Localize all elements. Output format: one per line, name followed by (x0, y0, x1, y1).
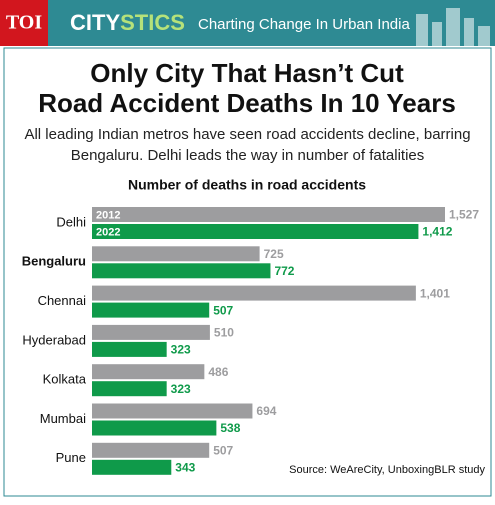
bar (92, 224, 419, 239)
bar (92, 324, 210, 340)
value-label: 486 (208, 365, 228, 379)
header-bar (0, 0, 495, 46)
bar (92, 442, 210, 458)
value-label: 510 (214, 326, 234, 340)
bar (92, 246, 260, 262)
category-label: Chennai (38, 293, 87, 308)
subtitle: All leading Indian metros have seen road… (24, 126, 471, 164)
value-label: 507 (213, 443, 233, 457)
value-label: 1,412 (422, 225, 452, 239)
logo-box (0, 0, 48, 46)
brand-b: STICS (120, 10, 185, 35)
bar (92, 420, 217, 436)
brand: CITYSTICS (70, 10, 185, 35)
bar (92, 263, 271, 279)
category-label: Pune (56, 450, 86, 465)
category-label: Mumbai (40, 411, 86, 426)
bar (92, 341, 167, 357)
bar (92, 207, 445, 222)
value-label: 725 (264, 247, 284, 261)
category-label: Delhi (56, 214, 86, 229)
category-label: Bengaluru (22, 254, 86, 269)
source: Source: WeAreCity, UnboxingBLR study (289, 464, 485, 476)
bar (92, 364, 205, 380)
title-line: Only City That Hasn’t Cut (90, 58, 404, 88)
value-label: 507 (213, 303, 233, 317)
value-label: 343 (175, 460, 195, 474)
bar (92, 459, 172, 475)
category-label: Hyderabad (22, 332, 86, 347)
subtitle-box: All leading Indian metros have seen road… (24, 126, 471, 164)
value-label: 1,527 (449, 208, 479, 222)
bar (92, 381, 167, 397)
category-label: Kolkata (43, 372, 87, 387)
bar (92, 285, 416, 301)
frame (3, 47, 492, 497)
tagline: Charting Change In Urban India (198, 16, 410, 33)
legend-label: 2012 (96, 209, 120, 221)
chart-title: Only City That Hasn’t Cut Road Accident D… (38, 58, 456, 118)
value-label: 694 (256, 404, 276, 418)
skyline-icon (416, 8, 490, 46)
chart-subtitle: Number of deaths in road accidents (128, 177, 366, 193)
value-label: 323 (171, 382, 191, 396)
value-label: 538 (220, 421, 240, 435)
title-line: Road Accident Deaths In 10 Years (38, 88, 456, 118)
value-label: 323 (171, 343, 191, 357)
logo: TOI (6, 12, 43, 34)
brand-a: CITY (70, 10, 120, 35)
value-label: 1,401 (420, 286, 450, 300)
value-label: 772 (274, 264, 294, 278)
legend-label: 2022 (96, 226, 120, 238)
bar (92, 403, 253, 419)
bar (92, 302, 210, 318)
